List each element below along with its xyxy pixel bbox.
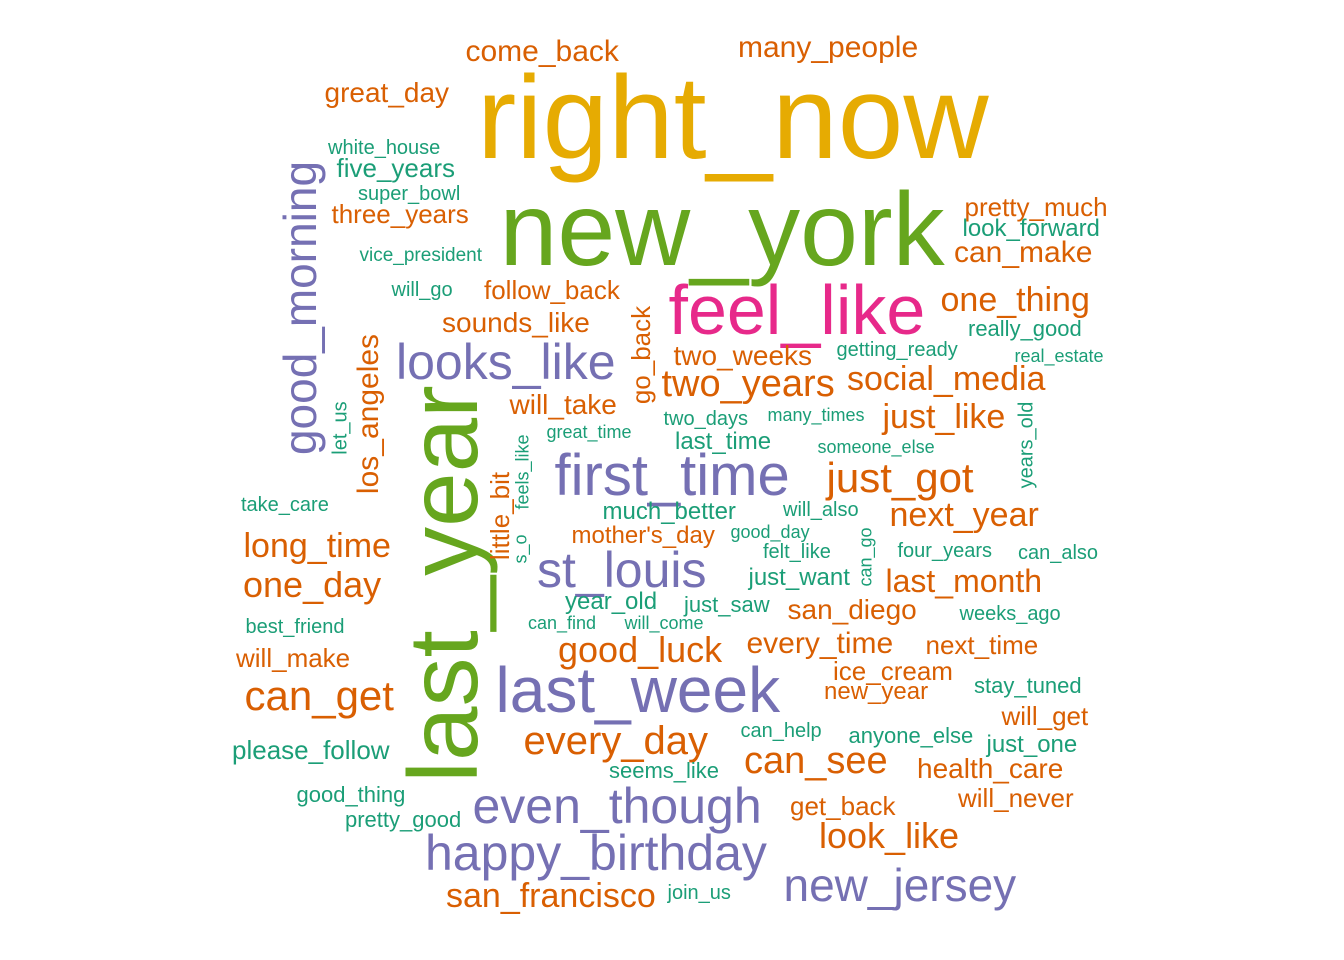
word-new-jersey: new_jersey [783,859,1017,911]
word-will-make: will_make [236,643,351,673]
word-come-back: come_back [465,35,619,68]
word-can-also: can_also [1018,542,1099,564]
word-right-now: right_now [477,52,989,184]
word-let-us: let_us [329,401,352,455]
word-can-find: can_find [528,613,597,633]
word-next-year: next_year [889,496,1039,534]
word-many-times: many_times [767,405,865,425]
word-last-week: last_week [495,654,781,726]
word-even-though: even_though [472,778,762,834]
word-please-follow: please_follow [232,735,390,765]
word-one-thing: one_thing [940,281,1090,319]
word-look-forward: look_forward [962,215,1100,242]
word-happy-birthday: happy_birthday [425,825,767,881]
word-good-morning: good_morning [274,160,327,456]
word-looks-like: looks_like [396,334,616,390]
word-san-francisco: san_francisco [446,877,656,915]
word-can-go: can_go [855,527,876,587]
word-good-thing: good_thing [296,782,406,807]
word-weeks-ago: weeks_ago [959,603,1061,625]
word-just-got: just_got [826,454,974,501]
word-good-day: good_day [730,522,810,542]
word-sounds-like: sounds_like [442,307,590,338]
word-two-days: two_days [663,408,749,430]
word-follow-back: follow_back [484,275,620,305]
word-will-never: will_never [958,783,1074,813]
word-two-years: two_years [661,363,835,405]
word-get-back: get_back [790,791,896,821]
word-new-year: new_year [824,678,929,705]
word-mother-s-day: mother's_day [571,522,715,549]
word-will-come: will_come [624,613,704,633]
word-last-time: last_time [675,428,772,455]
word-many-people: many_people [738,31,919,64]
word-vice-president: vice_president [359,244,483,266]
word-last-year: last_year [387,385,498,783]
word-san-diego: san_diego [787,594,917,625]
word-will-also: will_also [783,499,859,521]
word-feels-like: feels_like [512,434,533,510]
word-long-time: long_time [243,527,391,565]
word-four-years: four_years [897,540,993,562]
word-great-day: great_day [324,77,450,108]
word-year-old: year_old [565,588,658,615]
word-will-take: will_take [509,389,617,420]
word-just-like: just_like [882,398,1006,436]
word-can-make: can_make [954,236,1093,269]
word-los-angeles: los_angeles [352,333,386,495]
word-two-weeks: two_weeks [673,340,813,371]
word-years-old: years_old [1014,401,1037,489]
word-just-one: just_one [986,731,1078,758]
word-join-us: join_us [667,882,731,904]
word-feel-like: feel_like [668,271,926,349]
word-three-years: three_years [331,199,469,229]
word-stay-tuned: stay_tuned [974,673,1082,698]
word-really-good: really_good [968,316,1082,341]
word-pretty-much: pretty_much [964,192,1108,222]
word-can-see: can_see [744,740,888,782]
word-will-go: will_go [391,279,453,301]
word-good-luck: good_luck [558,629,723,670]
word-real-estate: real_estate [1014,346,1104,366]
word-just-saw: just_saw [684,592,770,617]
word-can-help: can_help [740,720,822,742]
word-can-get: can_get [244,672,394,719]
word-take-care: take_care [241,494,329,516]
word-last-month: last_month [885,563,1043,599]
word-health-care: health_care [917,753,1064,784]
word-someone-else: someone_else [817,437,935,457]
word-go-back: go_back [626,305,657,405]
word-just-want: just_want [748,564,850,591]
word-next-time: next_time [925,630,1039,660]
word-social-media: social_media [847,360,1046,398]
word-will-get: will_get [1001,701,1089,731]
word-ice-cream: ice_cream [833,656,953,686]
word-white-house: white_house [328,137,441,159]
word-look-like: look_like [819,815,960,856]
word-first-time: first_time [554,443,790,508]
word-super-bowl: super_bowl [358,183,461,205]
word-anyone-else: anyone_else [848,723,974,748]
word-much-better: much_better [602,498,736,525]
word-st-louis: st_louis [537,542,707,598]
word-seems-like: seems_like [609,758,720,783]
word-one-day: one_day [243,564,382,605]
word-every-time: every_time [746,627,894,660]
word-pretty-good: pretty_good [345,807,462,832]
word-felt-like: felt_like [763,541,831,563]
word-five-years: five_years [336,153,456,183]
word-new-york: new_york [499,172,945,288]
word-getting-ready: getting_ready [836,339,958,361]
word-s-o: s_o [510,534,531,564]
word-best-friend: best_friend [245,616,345,638]
word-great-time: great_time [546,422,632,442]
word-little-bit: little_bit [485,471,516,561]
word-every-day: every_day [523,719,709,763]
